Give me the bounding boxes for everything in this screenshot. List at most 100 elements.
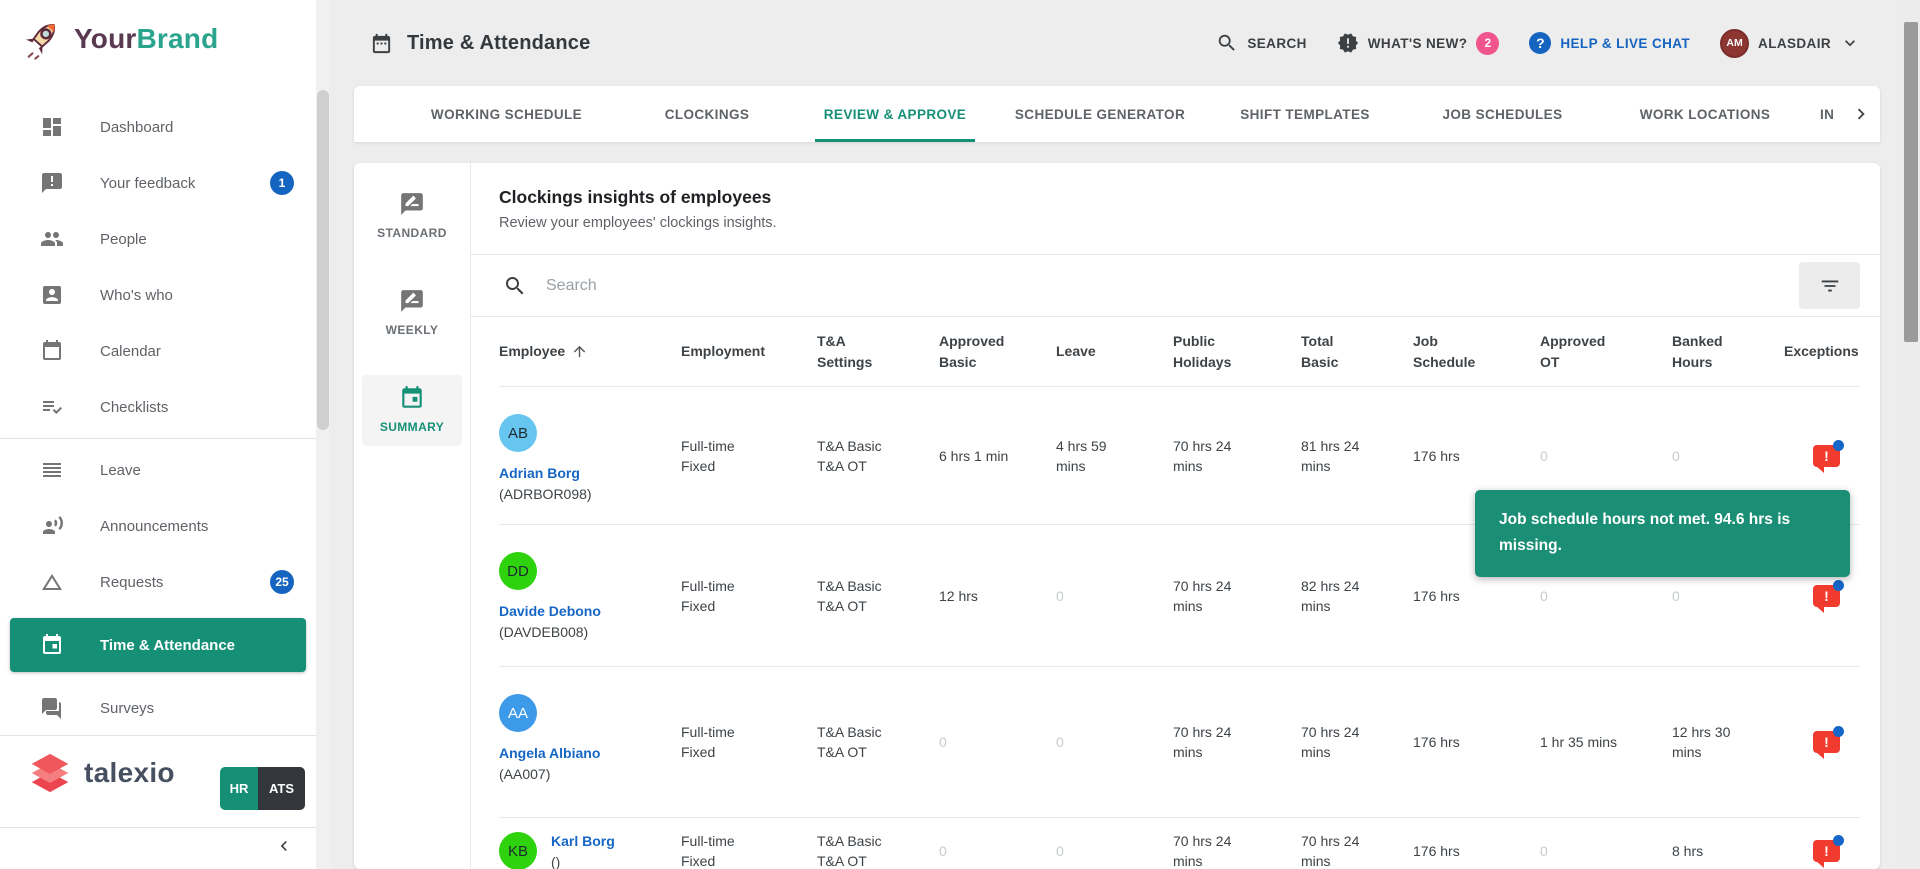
column-header-employment[interactable]: Employment xyxy=(681,341,817,362)
employment-cell: Full-time Fixed xyxy=(681,833,735,869)
filter-button[interactable] xyxy=(1799,262,1860,309)
employee-name-link[interactable]: Davide Debono xyxy=(499,603,601,619)
column-header-employee[interactable]: Employee xyxy=(499,341,681,362)
public-holidays-value: 70 hrs 24 mins xyxy=(1173,577,1232,614)
sidebar-item-label: Surveys xyxy=(100,699,155,717)
search-input[interactable] xyxy=(544,275,1448,296)
subnav-item-weekly[interactable]: WEEKLY xyxy=(362,278,462,349)
avatar: KB xyxy=(499,832,537,869)
sidebar-item-checklists[interactable]: Checklists xyxy=(0,379,316,435)
help-live-chat-button[interactable]: ? HELP & LIVE CHAT xyxy=(1529,32,1690,54)
leave-value: 0 xyxy=(1056,843,1064,859)
employee-name-link[interactable]: Angela Albiano xyxy=(499,745,601,761)
sidebar-item-leave[interactable]: Leave xyxy=(0,442,316,498)
table-search-row xyxy=(499,255,1860,316)
sidebar-item-dashboard[interactable]: Dashboard xyxy=(0,99,316,155)
sidebar-scrollbar-track[interactable] xyxy=(316,0,330,869)
employee-name-link[interactable]: Adrian Borg xyxy=(499,465,580,481)
column-header-label: Approved OT xyxy=(1540,332,1606,370)
sidebar-item-requests[interactable]: Requests 25 xyxy=(0,554,316,610)
sidebar-item-calendar[interactable]: Calendar xyxy=(0,323,316,379)
tabs-scroll-right-button[interactable] xyxy=(1850,103,1872,125)
announcements-icon xyxy=(40,514,64,538)
banked-hours-value: 8 hrs xyxy=(1672,843,1704,859)
exclamation-mark: ! xyxy=(1824,447,1829,464)
employee-row-angela-albiano: AA Angela Albiano (AA007) Full-time Fixed T&… xyxy=(499,667,1860,818)
exception-flag-icon[interactable]: ! xyxy=(1813,726,1844,759)
rate-review-icon xyxy=(399,288,425,314)
employee-name-link[interactable]: Karl Borg xyxy=(551,832,615,849)
sidebar-item-label: Your feedback xyxy=(100,174,196,192)
unread-dot xyxy=(1833,579,1844,591)
page-scrollbar-track[interactable] xyxy=(1902,0,1920,869)
column-header-label: Employee xyxy=(499,343,566,359)
leave-icon xyxy=(40,458,64,482)
talexio-logo: talexio xyxy=(28,752,175,794)
column-header-approved-basic[interactable]: Approved Basic xyxy=(939,331,1056,373)
sidebar-item-your-feedback[interactable]: Your feedback 1 xyxy=(0,155,316,211)
page-title: Time & Attendance xyxy=(407,31,591,54)
job-schedule-value: 176 hrs xyxy=(1413,734,1460,750)
approved-basic-value: 0 xyxy=(939,734,947,750)
dashboard-icon xyxy=(40,115,64,139)
tab-job-schedules[interactable]: JOB SCHEDULES xyxy=(1442,106,1563,122)
exclamation-mark: ! xyxy=(1824,734,1829,750)
job-schedule-value: 176 hrs xyxy=(1413,843,1460,859)
column-header-exceptions[interactable]: Exceptions xyxy=(1784,341,1860,362)
tabs-overflow: INSIGHTS xyxy=(1820,86,1880,142)
employee-identity: Angela Albiano (AA007) xyxy=(499,732,600,782)
sidebar-scrollbar-thumb[interactable] xyxy=(317,90,329,430)
brand-name-part1: Your xyxy=(74,23,137,54)
user-menu[interactable]: AM ALASDAIR xyxy=(1720,28,1860,58)
exception-flag-icon[interactable]: ! xyxy=(1813,579,1844,613)
brand-logo: YourBrand xyxy=(22,18,218,60)
brand-name-part2: Brand xyxy=(136,23,219,54)
subnav-item-label: SUMMARY xyxy=(379,420,445,434)
search-button[interactable]: SEARCH xyxy=(1216,32,1306,54)
sidebar-item-time-attendance[interactable]: Time & Attendance xyxy=(10,618,306,672)
column-header-public-holidays[interactable]: Public Holidays xyxy=(1173,331,1301,373)
approved-basic-value: 6 hrs 1 min xyxy=(939,447,1009,464)
ta-settings-cell: T&A Basic T&A OT xyxy=(817,833,882,869)
module-tabs: WORKING SCHEDULE CLOCKINGS REVIEW & APPROV… xyxy=(354,86,1880,142)
sidebar-item-announcements[interactable]: Announcements xyxy=(0,498,316,554)
sidebar-collapse-button[interactable] xyxy=(274,836,294,856)
tab-shift-templates[interactable]: SHIFT TEMPLATES xyxy=(1240,106,1370,122)
surveys-icon xyxy=(40,696,64,720)
column-header-job-schedule[interactable]: Job Schedule xyxy=(1413,331,1540,373)
tab-insights-clipped[interactable]: INSIGHTS xyxy=(1820,106,1834,122)
subnav-item-summary[interactable]: SUMMARY xyxy=(362,375,462,446)
column-header-banked-hours[interactable]: Banked Hours xyxy=(1672,331,1784,373)
ats-badge[interactable]: ATS xyxy=(258,767,305,810)
divider xyxy=(471,316,1880,317)
total-basic-value: 70 hrs 24 mins xyxy=(1301,833,1360,869)
column-header-t-a-settings[interactable]: T&A Settings xyxy=(817,331,939,373)
exception-flag-icon[interactable]: ! xyxy=(1813,835,1844,868)
requests-icon xyxy=(40,570,64,594)
tab-schedule-generator[interactable]: SCHEDULE GENERATOR xyxy=(1014,106,1186,122)
rocket-logo-icon xyxy=(22,18,64,60)
sidebar-item-surveys[interactable]: Surveys xyxy=(0,680,316,736)
page-scrollbar-thumb[interactable] xyxy=(1904,22,1918,342)
user-name: ALASDAIR xyxy=(1758,35,1831,51)
column-header-total-basic[interactable]: Total Basic xyxy=(1301,331,1413,373)
tab-review-approve[interactable]: REVIEW & APPROVE xyxy=(795,86,995,142)
sidebar-item-who-s-who[interactable]: Who's who xyxy=(0,267,316,323)
column-header-approved-ot[interactable]: Approved OT xyxy=(1540,331,1672,373)
hr-badge[interactable]: HR xyxy=(220,767,258,810)
job-schedule-value: 176 hrs xyxy=(1413,587,1460,604)
tab-clockings[interactable]: CLOCKINGS xyxy=(664,106,750,122)
whats-new-count-badge: 2 xyxy=(1476,31,1500,55)
employee-code: (DAVDEB008) xyxy=(499,624,589,640)
sidebar-item-people[interactable]: People xyxy=(0,211,316,267)
exception-flag-icon[interactable]: ! xyxy=(1813,439,1844,473)
employment-cell: Full-time Fixed xyxy=(681,437,735,474)
employee-row-davide-debono: DD Davide Debono (DAVDEB008) Full-time Fixe… xyxy=(499,525,1860,667)
column-header-leave[interactable]: Leave xyxy=(1056,341,1173,362)
whats-new-button[interactable]: WHAT'S NEW? 2 xyxy=(1337,31,1500,55)
unread-dot xyxy=(1833,439,1844,451)
tab-work-locations[interactable]: WORK LOCATIONS xyxy=(1639,106,1771,122)
subnav-item-standard[interactable]: STANDARD xyxy=(362,181,462,252)
divider xyxy=(471,254,1880,255)
tab-working-schedule[interactable]: WORKING SCHEDULE xyxy=(430,106,583,122)
